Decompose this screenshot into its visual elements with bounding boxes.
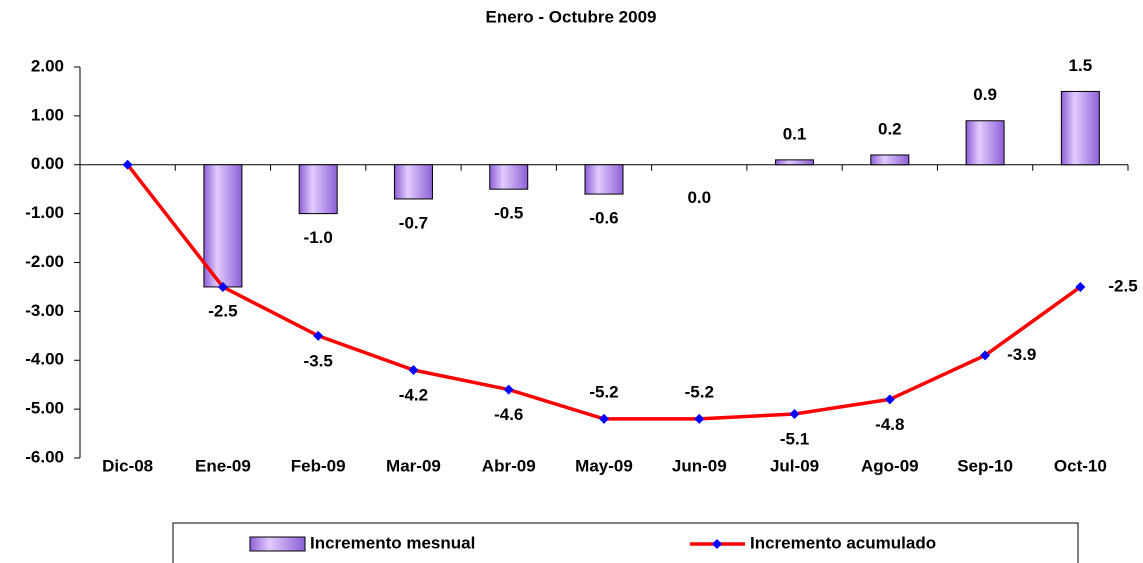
bar-value-label: -0.7 [399,213,428,232]
x-tick-label: Oct-10 [1054,456,1107,475]
line-value-label: -3.9 [1007,345,1036,364]
line-marker [313,330,324,341]
line-marker [122,159,133,170]
line-value-label: -4.2 [399,386,428,405]
line-value-label: -5.2 [685,382,714,401]
x-tick-label: Abr-09 [482,456,536,475]
x-tick-label: Sep-10 [957,456,1013,475]
y-tick-label: 0.00 [31,154,64,173]
y-tick-label: -5.00 [25,399,64,418]
y-tick-label: -3.00 [25,301,64,320]
line-marker [408,365,419,376]
y-tick-label: -1.00 [25,203,64,222]
bar-value-label: 0.0 [687,188,711,207]
line-marker [884,394,895,405]
line-marker [503,384,514,395]
bar-value-label: -0.5 [494,204,523,223]
line [126,163,1082,421]
y-tick-label: -2.00 [25,252,64,271]
line-value-label: -4.8 [875,415,904,434]
line-value-label: -3.5 [304,351,333,370]
line-marker [217,281,228,292]
line-marker [599,413,609,424]
y-tick-label: -4.00 [25,350,64,369]
legend-box [172,522,1079,563]
line-marker [694,413,705,424]
bar [870,154,910,166]
bar [298,164,338,215]
line-value-label: -5.2 [589,382,618,401]
bar [775,159,815,166]
y-tick-label: 2.00 [31,56,64,75]
x-tick-label: Feb-09 [291,456,346,475]
line-marker [980,350,991,361]
x-tick-label: Jul-09 [770,456,819,475]
y-tick-label: 1.00 [31,105,64,124]
bar [393,164,433,200]
x-tick-label: May-09 [575,456,633,475]
x-tick-label: Dic-08 [102,456,153,475]
x-tick-label: Ago-09 [861,456,919,475]
x-tick-label: Jun-09 [672,456,727,475]
line-marker [1075,281,1086,292]
legend-swatch [249,536,306,552]
x-tick-label: Ene-09 [195,456,251,475]
legend-label: Incremento mesnual [310,533,475,552]
bar-value-label: 1.5 [1069,56,1093,75]
bar [489,164,529,190]
x-tick-label: Mar-09 [386,456,441,475]
legend-label: Incremento acumulado [750,533,936,552]
bar [203,164,243,288]
line-marker [789,409,800,420]
chart-title: Enero - Octubre 2009 [485,7,656,26]
bar [965,120,1005,166]
bar-value-label: -1.0 [304,228,333,247]
bar-value-label: 0.1 [783,124,807,143]
bar-value-label: 0.2 [878,119,902,138]
bar-value-label: -0.6 [589,209,618,228]
line-value-label: -2.5 [208,301,237,320]
line-value-label: -5.1 [780,429,809,448]
y-tick-label: -6.00 [25,447,64,466]
bar-value-label: 0.9 [973,85,997,104]
line-value-label: -4.6 [494,405,523,424]
legend-marker [712,539,722,549]
line-value-label: -2.5 [1108,276,1137,295]
bar [584,164,624,195]
bar [1060,90,1100,166]
